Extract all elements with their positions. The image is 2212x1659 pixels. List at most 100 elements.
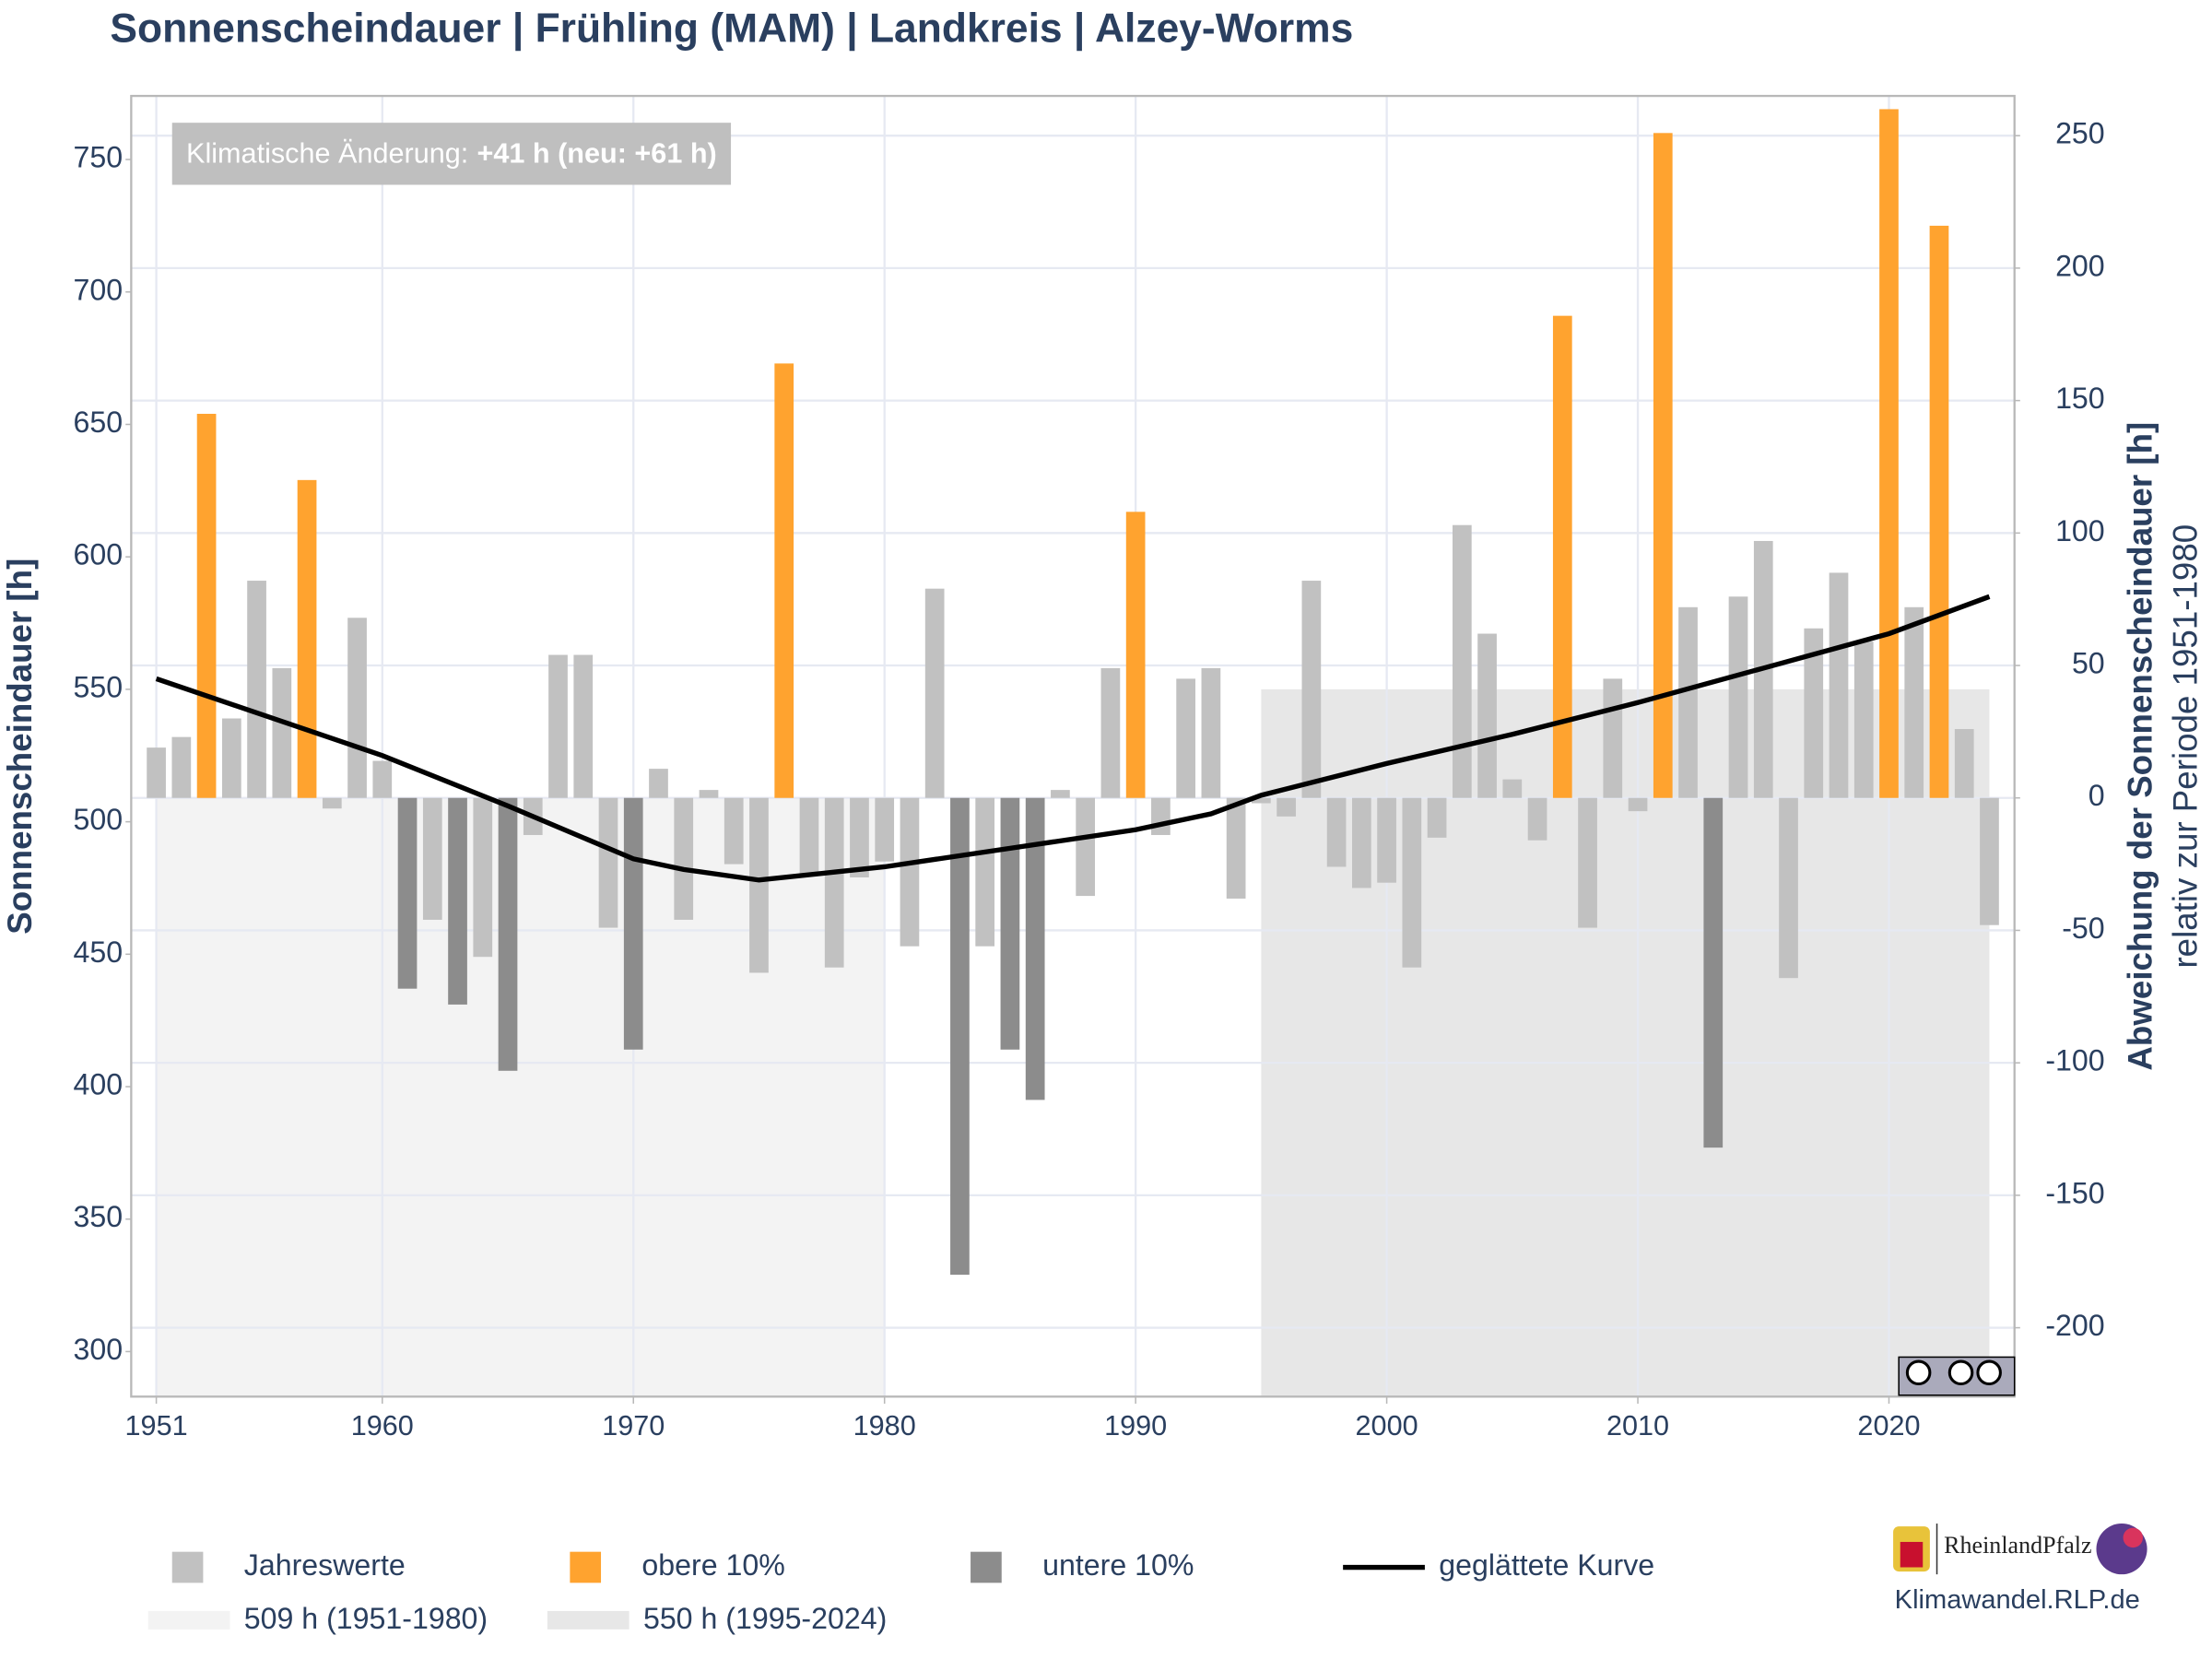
bar — [1201, 667, 1221, 798]
bar — [1980, 797, 1999, 925]
bar — [1402, 797, 1422, 968]
x-tick-label: 1960 — [351, 1410, 414, 1441]
bar — [1728, 596, 1748, 798]
bar — [1578, 797, 1597, 928]
footer-logo: RheinlandPfalz Klimawandel.RLP.de — [1893, 1524, 2147, 1615]
logo-text: RheinlandPfalz — [1944, 1532, 2091, 1559]
y-tick-label: 650 — [74, 406, 124, 439]
bar — [1502, 779, 1523, 798]
reference-band — [156, 797, 885, 1397]
bar — [473, 797, 493, 958]
plot-area — [130, 94, 2016, 1398]
bar — [1929, 225, 1949, 798]
y-tick-label: 550 — [74, 670, 124, 703]
bar — [649, 769, 668, 798]
bar — [448, 797, 467, 1005]
legend-label: Jahreswerte — [244, 1548, 406, 1582]
bar — [1603, 678, 1623, 798]
bar — [699, 790, 719, 798]
license-icon — [1905, 1359, 1932, 1386]
bar — [1326, 797, 1347, 867]
annotation-label: Klimatische Änderung: — [186, 137, 468, 169]
bar — [548, 654, 568, 798]
bar — [598, 797, 618, 928]
bar — [147, 747, 166, 798]
bar — [171, 736, 192, 798]
y2-tick-label: -100 — [2045, 1044, 2104, 1077]
legend-swatch — [570, 1551, 602, 1583]
legend-swatch — [171, 1551, 204, 1583]
y-tick-label: 700 — [74, 273, 124, 306]
bar — [1879, 109, 1899, 798]
y-tick-label: 300 — [74, 1333, 124, 1366]
bar — [498, 797, 518, 1071]
bar — [1804, 628, 1824, 798]
bar — [573, 654, 594, 798]
bar — [924, 588, 945, 798]
bar — [1125, 512, 1146, 798]
bar — [1527, 797, 1547, 841]
coat-of-arms-shield — [1900, 1541, 1924, 1568]
bar — [875, 797, 895, 862]
bar — [1000, 797, 1020, 1050]
y2-tick-label: 150 — [2055, 382, 2105, 415]
bar — [1552, 315, 1572, 798]
bar — [1452, 524, 1472, 798]
y-axis-title: Sonnenscheindauer [h] — [1, 559, 39, 935]
legend-label: untere 10% — [1042, 1548, 1194, 1582]
bar — [1853, 641, 1874, 798]
logo-dot — [2123, 1527, 2143, 1548]
bar — [724, 797, 744, 865]
bar — [1829, 572, 1849, 798]
x-tick-label: 1970 — [602, 1410, 665, 1441]
y2-tick-label: 0 — [2088, 779, 2105, 812]
bar — [1703, 797, 1724, 1148]
bar — [900, 797, 920, 947]
legend-swatch — [971, 1551, 1002, 1583]
bar — [272, 667, 292, 798]
y-tick-label: 450 — [74, 935, 124, 969]
y2-tick-label: 250 — [2055, 117, 2105, 150]
y-tick-label: 750 — [74, 141, 124, 174]
bar — [950, 797, 970, 1276]
plot-frame — [130, 94, 2016, 1398]
bar — [322, 797, 342, 809]
y-tick-label: 400 — [74, 1068, 124, 1101]
y2-tick-label: -150 — [2045, 1176, 2104, 1209]
bar — [799, 797, 819, 876]
bar — [196, 413, 217, 798]
bar — [1226, 797, 1246, 899]
x-tick-label: 2010 — [1606, 1410, 1669, 1441]
bar — [850, 797, 869, 877]
bar — [1076, 797, 1096, 897]
y2-tick-label: 50 — [2072, 647, 2105, 680]
y-tick-label: 350 — [74, 1200, 124, 1233]
bar — [623, 797, 643, 1050]
bar — [975, 797, 995, 947]
bar — [1151, 797, 1171, 835]
x-tick-label: 1980 — [853, 1410, 916, 1441]
bar — [1301, 581, 1322, 798]
bar — [1477, 633, 1497, 798]
legend-label: 509 h (1951-1980) — [244, 1602, 488, 1635]
bar — [774, 363, 794, 798]
bar — [1025, 797, 1045, 1100]
bar — [1653, 133, 1673, 798]
bar — [1277, 797, 1296, 817]
bar — [1100, 667, 1121, 798]
bar — [1904, 606, 1924, 798]
bar — [674, 797, 694, 920]
y2-tick-label: -200 — [2045, 1309, 2104, 1342]
legend-label: obere 10% — [641, 1548, 784, 1582]
legend-label: 550 h (1995-2024) — [643, 1602, 887, 1635]
annotation-value: +41 h (neu: +61 h) — [477, 137, 716, 169]
bar — [1377, 797, 1396, 883]
bar — [824, 797, 844, 968]
bar — [247, 581, 266, 798]
bar — [397, 797, 418, 989]
y2-tick-label: 100 — [2055, 514, 2105, 547]
legend-swatch — [547, 1610, 629, 1630]
chart-title: Sonnenscheindauer | Frühling (MAM) | Lan… — [110, 6, 1353, 52]
x-tick-label: 2020 — [1857, 1410, 1920, 1441]
